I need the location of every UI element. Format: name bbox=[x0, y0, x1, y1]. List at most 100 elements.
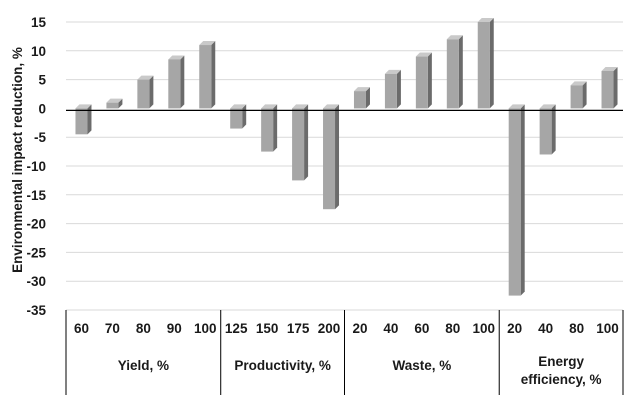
group-label: Energy bbox=[538, 354, 584, 369]
bar-front bbox=[261, 108, 274, 152]
group-label: Yield, % bbox=[118, 358, 169, 373]
bar-side bbox=[180, 55, 185, 109]
bar bbox=[415, 52, 432, 109]
y-tick-label: 15 bbox=[31, 15, 47, 30]
bar bbox=[106, 98, 123, 109]
y-tick-label: -15 bbox=[26, 188, 46, 203]
x-category-label: 60 bbox=[74, 321, 89, 336]
bar-side bbox=[427, 52, 432, 109]
group-label: Waste, % bbox=[392, 358, 451, 373]
bar-side bbox=[551, 104, 556, 155]
group-label: Productivity, % bbox=[234, 358, 331, 373]
bar bbox=[168, 55, 185, 109]
x-category-label: 40 bbox=[538, 321, 553, 336]
bar-top bbox=[168, 55, 185, 60]
bar-top bbox=[137, 75, 154, 80]
bar-top bbox=[230, 104, 247, 109]
bar-top bbox=[323, 104, 340, 109]
x-category-label: 60 bbox=[414, 321, 429, 336]
bar-top bbox=[539, 104, 556, 109]
bar bbox=[601, 66, 618, 109]
bar-front bbox=[168, 59, 181, 109]
bar-front bbox=[292, 108, 305, 181]
bar-top bbox=[570, 81, 587, 86]
bar-top bbox=[292, 104, 309, 109]
bar-front bbox=[199, 45, 212, 109]
bar-top bbox=[508, 104, 525, 109]
x-category-label: 150 bbox=[256, 321, 279, 336]
bar bbox=[137, 75, 154, 109]
bar-side bbox=[149, 75, 154, 109]
y-tick-label: -5 bbox=[34, 130, 46, 145]
bar bbox=[199, 41, 216, 109]
bar-top bbox=[384, 69, 401, 74]
bar bbox=[446, 35, 463, 109]
x-category-label: 200 bbox=[318, 321, 341, 336]
bar-front bbox=[106, 102, 119, 109]
x-category-label: 90 bbox=[167, 321, 182, 336]
bar-side bbox=[396, 69, 401, 109]
bar-side bbox=[211, 41, 216, 109]
bar-side bbox=[242, 104, 247, 129]
bar-top bbox=[601, 66, 618, 71]
bar bbox=[230, 104, 247, 129]
bar-front bbox=[137, 79, 150, 109]
bar bbox=[75, 104, 92, 135]
bar-top bbox=[106, 98, 123, 103]
y-tick-label: -35 bbox=[26, 303, 46, 318]
bar-side bbox=[118, 98, 123, 109]
bar bbox=[323, 104, 340, 210]
bar bbox=[292, 104, 309, 181]
group-label: efficiency, % bbox=[521, 372, 602, 387]
bar-side bbox=[365, 87, 370, 109]
bar-top bbox=[75, 104, 92, 109]
bar-side bbox=[87, 104, 92, 135]
bar-side bbox=[613, 66, 618, 109]
x-category-label: 100 bbox=[194, 321, 217, 336]
x-category-label: 175 bbox=[287, 321, 310, 336]
bar-side bbox=[582, 81, 587, 109]
y-tick-label: -10 bbox=[26, 159, 46, 174]
bar bbox=[384, 69, 401, 109]
bar-side bbox=[304, 104, 309, 181]
bar-front bbox=[415, 56, 428, 109]
y-axis-ticks: 15 10 5 0 -5 -10 -15 -20 -25 -30 -35 bbox=[26, 15, 46, 318]
axes bbox=[65, 109, 623, 395]
bar-top bbox=[446, 35, 463, 40]
bar-top bbox=[261, 104, 278, 109]
bar-front bbox=[601, 70, 614, 109]
x-category-label: 70 bbox=[105, 321, 120, 336]
x-category-label: 100 bbox=[472, 321, 495, 336]
x-category-label: 20 bbox=[507, 321, 522, 336]
bar bbox=[539, 104, 556, 155]
bar bbox=[570, 81, 587, 109]
bar-front bbox=[477, 22, 490, 109]
y-axis-label: Environmental impact reduction, % bbox=[10, 47, 25, 273]
bar-top bbox=[415, 52, 432, 57]
bar-side bbox=[520, 104, 525, 296]
bar-front bbox=[508, 108, 521, 296]
bar-front bbox=[75, 108, 88, 135]
bar-side bbox=[489, 18, 494, 109]
bars bbox=[75, 18, 618, 296]
x-category-label: 40 bbox=[383, 321, 398, 336]
bar-front bbox=[446, 39, 459, 109]
bar bbox=[477, 18, 494, 109]
bar bbox=[353, 87, 370, 109]
bar-top bbox=[199, 41, 216, 46]
x-category-label: 80 bbox=[445, 321, 460, 336]
bar-side bbox=[273, 104, 278, 152]
bar-side bbox=[335, 104, 340, 210]
bar bbox=[261, 104, 278, 152]
y-tick-label: -30 bbox=[26, 274, 46, 289]
category-table: 60 70 80 90 100 Yield, % 125 150 175 200 Productiv… bbox=[74, 310, 624, 395]
bar-front bbox=[353, 91, 366, 109]
y-tick-label: 0 bbox=[38, 101, 46, 116]
bar-front bbox=[570, 85, 583, 109]
bar bbox=[508, 104, 525, 296]
bar-front bbox=[230, 108, 243, 129]
y-tick-label: -20 bbox=[26, 217, 46, 232]
y-tick-label: -25 bbox=[26, 245, 46, 260]
gridlines bbox=[66, 21, 623, 311]
y-tick-label: 5 bbox=[38, 73, 46, 88]
